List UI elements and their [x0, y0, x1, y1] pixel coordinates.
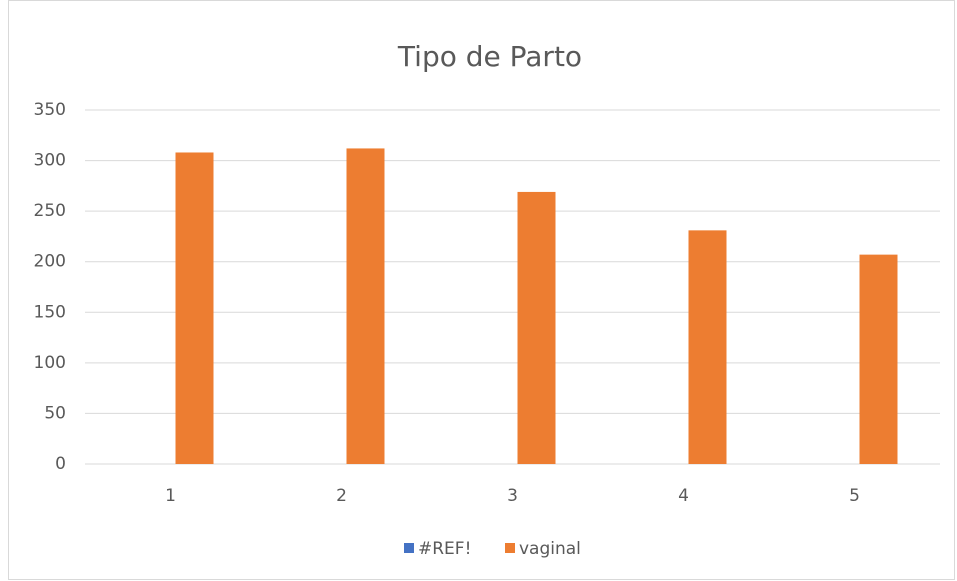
legend-swatch	[505, 543, 515, 553]
legend-label: vaginal	[519, 539, 581, 559]
y-tick-label: 50	[44, 403, 66, 423]
x-tick-label: 1	[165, 486, 176, 506]
x-tick-label: 5	[849, 486, 860, 506]
bar	[517, 191, 556, 464]
x-tick-label: 4	[678, 486, 689, 506]
bar	[175, 152, 214, 465]
chart-border	[8, 0, 955, 580]
bar	[346, 148, 385, 465]
bar	[688, 230, 727, 464]
x-tick-label: 3	[507, 486, 518, 506]
y-tick-label: 300	[34, 151, 66, 171]
y-tick-label: 250	[34, 201, 66, 221]
y-tick-label: 200	[34, 252, 66, 272]
y-tick-label: 100	[34, 353, 66, 373]
y-tick-label: 0	[55, 454, 66, 474]
bar	[859, 254, 898, 464]
legend-label: #REF!	[418, 539, 471, 559]
chart-title: Tipo de Parto	[397, 40, 582, 73]
legend-swatch	[404, 543, 414, 553]
x-tick-label: 2	[336, 486, 347, 506]
y-tick-label: 350	[34, 100, 66, 120]
y-tick-label: 150	[34, 302, 66, 322]
